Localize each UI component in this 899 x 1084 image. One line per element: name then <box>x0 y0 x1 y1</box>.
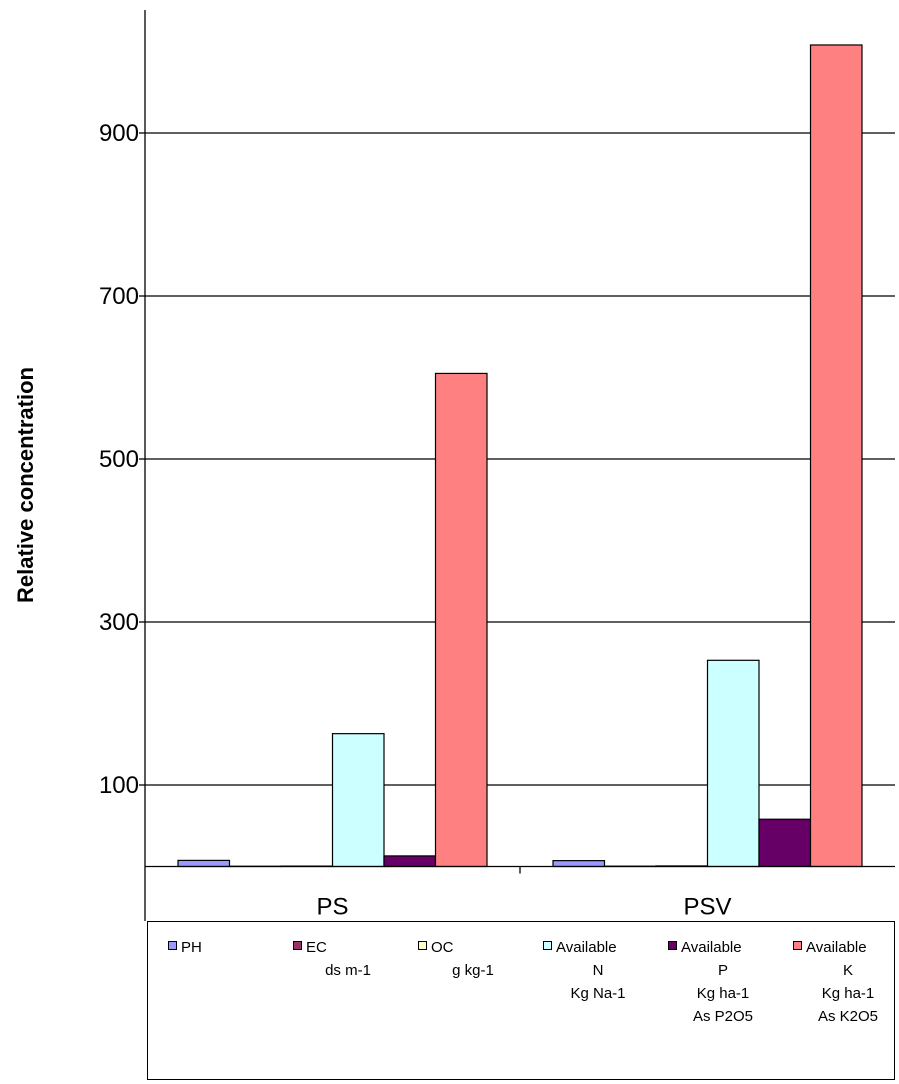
legend-label: Kg ha-1 <box>821 985 875 1002</box>
legend-swatch <box>293 941 302 950</box>
legend-label: As K2O5 <box>817 1008 879 1025</box>
axes <box>139 10 895 921</box>
legend: PH EC ds m-1 OC g kg-1 Available N Kg Na-1 Avail… <box>147 921 895 1080</box>
bar <box>809 44 863 868</box>
legend-label: Kg ha-1 <box>696 985 750 1002</box>
y-tick-labels: -100100300500700900 <box>99 120 139 799</box>
legend-swatch <box>793 941 802 950</box>
legend-label: Available <box>556 939 617 956</box>
legend-label: Available <box>681 939 742 956</box>
category-labels: PS PSV <box>316 894 731 921</box>
bar <box>758 818 812 868</box>
bar <box>434 372 488 868</box>
y-tick-label: 100 <box>99 772 139 799</box>
y-tick-label: 300 <box>99 609 139 636</box>
legend-label: Available <box>806 939 867 956</box>
y-tick-label: 500 <box>99 446 139 473</box>
bar <box>706 659 760 868</box>
legend-label: ds m-1 <box>325 962 371 979</box>
y-tick-label: 900 <box>99 120 139 147</box>
legend-swatch <box>418 941 427 950</box>
legend-label: PH <box>181 939 202 956</box>
legend-swatch <box>668 941 677 950</box>
bar <box>331 733 385 868</box>
bar <box>177 859 231 868</box>
category-label: PS <box>316 894 348 921</box>
gridlines <box>145 132 895 786</box>
bars <box>177 44 863 868</box>
legend-label: As P2O5 <box>692 1008 754 1025</box>
y-tick-label: 700 <box>99 283 139 310</box>
legend-label: N <box>592 962 604 979</box>
y-axis-label: Relative concentration <box>13 367 38 603</box>
bar <box>552 860 606 868</box>
bar <box>383 855 437 868</box>
legend-swatch <box>543 941 552 950</box>
legend-label: P <box>717 962 728 979</box>
category-label: PSV <box>683 894 731 921</box>
legend-label: g kg-1 <box>452 962 494 979</box>
legend-label: K <box>842 962 853 979</box>
legend-label: EC <box>306 939 327 956</box>
legend-label: OC <box>431 939 454 956</box>
legend-swatch <box>168 941 177 950</box>
legend-label: Kg Na-1 <box>570 985 626 1002</box>
